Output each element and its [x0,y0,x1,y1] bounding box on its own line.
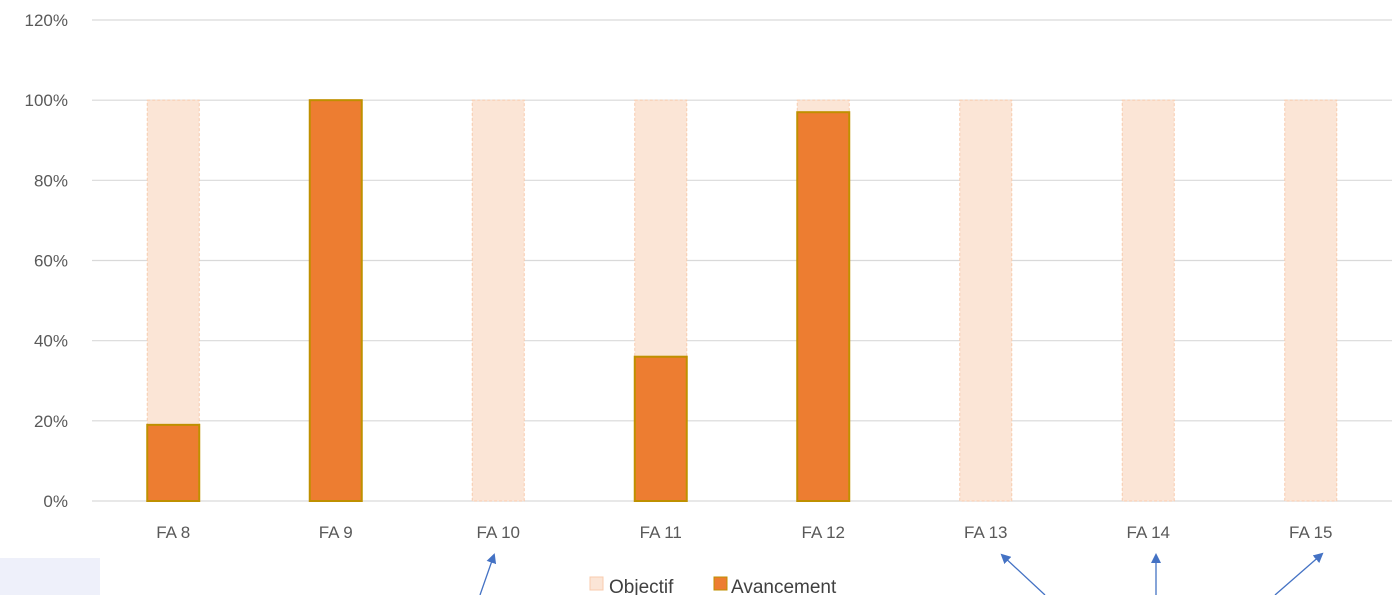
gridlines [92,19,1392,502]
y-tick-label: 120% [25,11,68,30]
bar-avancement [146,423,201,503]
bar-objectif [1284,99,1338,502]
y-tick-label: 20% [34,412,68,431]
y-tick-label: 40% [34,332,68,351]
x-tick-label: FA 12 [802,523,845,542]
y-axis: 0% 20% 40% 60% 80% 100% 120% [25,11,68,511]
bar-objectif [959,99,1013,502]
x-tick-label: FA 8 [156,523,190,542]
legend-swatch-objectif [589,576,604,591]
bars [146,99,1338,503]
x-tick-label: FA 14 [1127,523,1170,542]
bar-avancement [633,355,688,503]
x-tick-label: FA 9 [319,523,353,542]
y-tick-label: 80% [34,171,68,190]
bar-objectif [1121,99,1175,502]
legend-label-avancement: Avancement [731,577,837,595]
legend-swatch-avancement [713,576,728,591]
x-tick-label: FA 11 [640,523,682,542]
bar-avancement [308,99,363,503]
legend-label-objectif: Objectif [609,577,674,595]
bar-avancement [796,111,851,502]
x-tick-label: FA 15 [1289,523,1332,542]
y-tick-label: 0% [43,492,68,511]
legend: Objectif Avancement [589,576,837,595]
x-tick-label: FA 13 [964,523,1007,542]
x-axis: FA 8 FA 9 FA 10 FA 11 FA 12 FA 13 FA 14 FA 15 [156,523,1332,542]
bar-objectif [471,99,525,502]
annotation-arrows [479,552,1324,595]
y-tick-label: 100% [25,91,68,110]
arrow-fa-15 [1274,552,1324,595]
y-tick-label: 60% [34,252,68,271]
x-tick-label: FA 10 [477,523,520,542]
arrow-fa-10 [479,553,497,595]
arrow-fa-13 [1000,553,1046,595]
inset-panel [0,558,100,595]
